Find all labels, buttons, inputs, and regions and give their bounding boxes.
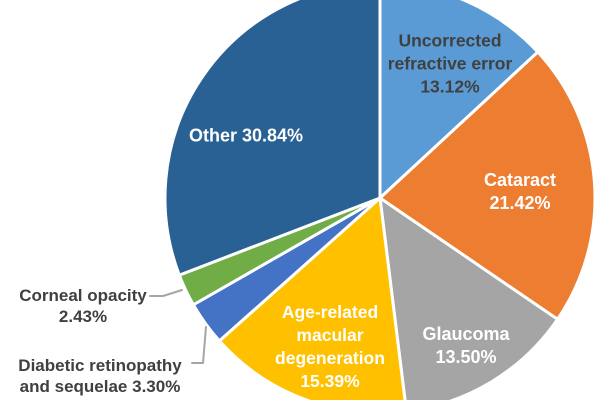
pie-slice-uncorrected-refractive-error: [378, 0, 540, 200]
leader-line-corneal-opacity: [149, 289, 183, 297]
pie-slice-other: [163, 0, 382, 277]
pie-slice-age-related-macular-degeneration: [217, 196, 407, 400]
leader-line-diabetic-retinopathy: [191, 326, 207, 364]
pie-slice-glaucoma: [378, 196, 560, 400]
pie-slices-group: [163, 0, 597, 400]
pie-slice-cataract: [378, 50, 597, 321]
